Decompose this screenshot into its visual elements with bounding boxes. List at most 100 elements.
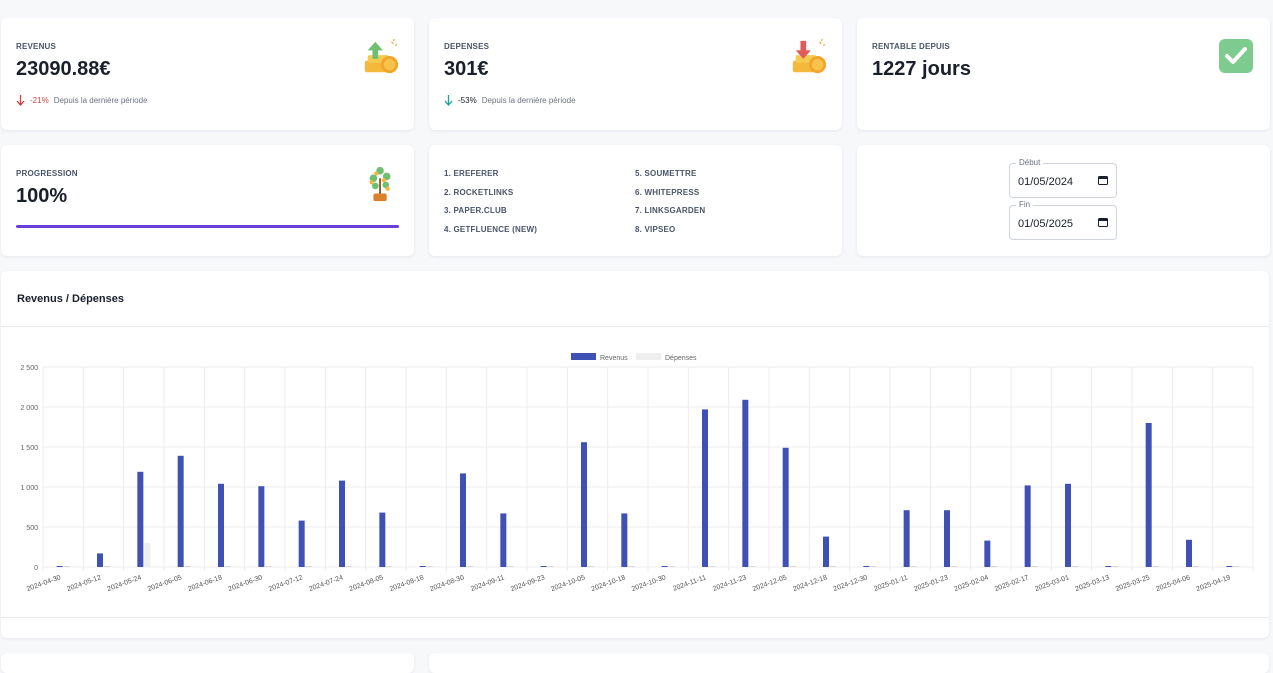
partner-item: 7. LINKSGARDEN [635, 206, 706, 215]
depenses-bar [1031, 566, 1038, 567]
x-tick-label: 2025-04-06 [1155, 574, 1191, 593]
y-tick-label: 2 500 [20, 365, 38, 372]
x-tick-label: 2024-11-23 [712, 574, 748, 593]
depenses-bar [305, 566, 312, 567]
x-tick-label: 2024-12-18 [792, 574, 828, 593]
partner-item: 4. GETFLUENCE (NEW) [444, 225, 538, 234]
y-tick-label: 500 [26, 525, 38, 532]
revenus-value: 23090.88€ [16, 58, 111, 80]
partner-item: 6. WHITEPRESS [635, 188, 700, 197]
depenses-bar [1233, 566, 1240, 567]
end-date-field[interactable]: Fin 01/05/2025 [1009, 200, 1117, 240]
revenus-bar [1226, 566, 1233, 567]
partner-item: 2. ROCKETLINKS [444, 188, 514, 197]
calendar-icon[interactable] [1098, 217, 1108, 227]
x-tick-label: 2025-03-25 [1115, 574, 1151, 593]
money-tree-icon [369, 166, 391, 202]
depenses-bar [1112, 566, 1119, 567]
revenus-bar [177, 455, 184, 567]
revenus-bar [419, 566, 426, 567]
end-date-value[interactable]: 01/05/2025 [1018, 218, 1074, 230]
revenus-bar [500, 513, 507, 567]
revenus-label: REVENUS [16, 42, 57, 51]
start-date-value[interactable]: 01/05/2024 [1018, 176, 1074, 188]
progression-label: PROGRESSION [16, 169, 78, 178]
revenus-bar [944, 510, 950, 567]
x-tick-label: 2024-09-11 [470, 574, 506, 593]
revenus-bar [621, 513, 628, 567]
chart-title: Revenus / Dépenses [17, 293, 124, 305]
x-tick-label: 2025-01-11 [873, 574, 909, 593]
revenus-bar [903, 510, 910, 567]
depenses-bar [709, 566, 715, 567]
depenses-bar [104, 566, 110, 567]
depenses-bar [63, 566, 70, 567]
x-tick-label: 2024-08-05 [348, 574, 384, 593]
depenses-bar [426, 566, 433, 567]
x-tick-label: 2024-10-30 [631, 574, 667, 593]
divider [1, 617, 1269, 618]
revenus-bar [1145, 423, 1152, 567]
progression-value: 100% [16, 185, 68, 207]
partner-item: 8. VIPSEO [635, 225, 676, 234]
bottom-card-right [429, 653, 1269, 673]
date-filter-card: Début 01/05/2024 Fin 01/05/2025 [857, 145, 1270, 256]
x-tick-label: 2024-09-23 [510, 574, 546, 593]
calendar-icon[interactable] [1098, 175, 1108, 185]
x-tick-label: 2024-11-11 [672, 574, 707, 593]
revenus-bar [702, 409, 708, 567]
start-date-field[interactable]: Début 01/05/2024 [1009, 158, 1117, 198]
rentable-label: RENTABLE DEPUIS [872, 42, 950, 51]
depenses-bar [386, 566, 393, 567]
revenus-bar [661, 566, 668, 567]
x-tick-label: 2024-10-18 [590, 574, 626, 593]
depenses-bar [588, 566, 594, 567]
depenses-bar [1152, 566, 1159, 567]
legend-swatch-depenses [636, 353, 661, 360]
revenus-bar [823, 536, 829, 567]
x-tick-label: 2024-08-30 [429, 574, 465, 593]
revenus-bar [1024, 485, 1031, 567]
depenses-bar [1193, 566, 1199, 567]
x-tick-label: 2024-05-12 [66, 574, 102, 593]
x-tick-label: 2024-06-30 [227, 574, 263, 593]
check-icon [1219, 39, 1253, 73]
partner-item: 3. PAPER.CLUB [444, 206, 507, 215]
start-date-label: Début [1016, 158, 1044, 167]
x-tick-label: 2024-08-18 [389, 574, 425, 593]
progression-card: PROGRESSION 100% [1, 145, 414, 256]
depenses-bar [184, 566, 191, 567]
revenus-bar [218, 483, 224, 567]
revenus-bar [56, 566, 63, 567]
x-tick-label: 2024-06-18 [187, 574, 223, 593]
partner-item: 1. EREFERER [444, 169, 499, 178]
depenses-card: DEPENSES 301€ -53% Depuis la dernière pé… [429, 18, 842, 130]
x-tick-label: 2024-10-05 [550, 574, 586, 593]
depenses-label: DEPENSES [444, 42, 490, 51]
money-up-icon [364, 38, 399, 74]
legend-label-depenses: Dépenses [665, 355, 697, 362]
depenses-bar [870, 566, 877, 567]
depenses-bar [225, 566, 231, 567]
x-tick-label: 2025-01-23 [913, 574, 949, 593]
revenus-bar [379, 512, 386, 567]
progress-bar [16, 225, 399, 228]
x-tick-label: 2024-12-05 [752, 574, 788, 593]
x-tick-label: 2024-06-05 [147, 574, 183, 593]
chart-card: Revenus / Dépenses 2 500 2 000 1 500 1 000 5… [1, 271, 1269, 638]
partner-item: 5. SOUMETTRE [635, 169, 697, 178]
depenses-bar [144, 542, 151, 567]
x-tick-label: 2024-12-30 [832, 574, 868, 593]
depenses-bar [628, 566, 635, 567]
revenus-trend-value: -21% [30, 96, 49, 105]
x-tick-label: 2025-02-17 [994, 574, 1030, 593]
depenses-trend-value: -53% [458, 96, 477, 105]
x-tick-label: 2025-04-19 [1195, 574, 1231, 593]
depenses-bar [1072, 566, 1078, 567]
revenus-bar [984, 540, 991, 567]
end-date-label: Fin [1016, 200, 1034, 209]
revenus-bar [460, 473, 466, 567]
revenus-bar [298, 520, 305, 567]
legend-label-revenus: Revenus [600, 355, 628, 362]
legend-swatch-revenus [571, 353, 596, 360]
